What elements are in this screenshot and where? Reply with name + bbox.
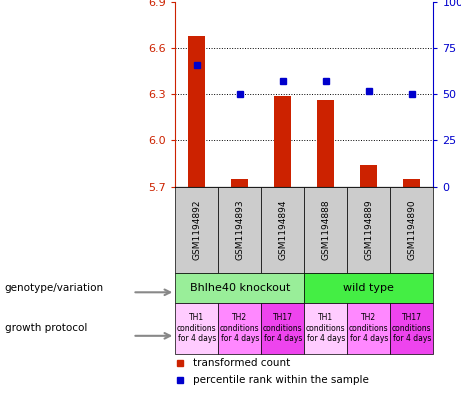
Bar xyxy=(218,187,261,273)
Bar xyxy=(317,101,334,187)
Text: TH17
conditions
for 4 days: TH17 conditions for 4 days xyxy=(392,313,431,343)
Bar xyxy=(261,303,304,354)
Text: TH17
conditions
for 4 days: TH17 conditions for 4 days xyxy=(263,313,302,343)
Text: GSM1194888: GSM1194888 xyxy=(321,200,330,260)
Text: TH1
conditions
for 4 days: TH1 conditions for 4 days xyxy=(177,313,217,343)
Text: growth protocol: growth protocol xyxy=(5,323,87,333)
Bar xyxy=(360,165,378,187)
Text: transformed count: transformed count xyxy=(193,358,290,367)
Text: genotype/variation: genotype/variation xyxy=(5,283,104,293)
Text: GSM1194893: GSM1194893 xyxy=(235,200,244,260)
Bar xyxy=(403,179,420,187)
Bar xyxy=(304,187,347,273)
Text: GSM1194892: GSM1194892 xyxy=(192,200,201,260)
Text: GSM1194890: GSM1194890 xyxy=(408,200,416,260)
Bar xyxy=(347,187,390,273)
Text: GSM1194889: GSM1194889 xyxy=(364,200,373,260)
Bar xyxy=(188,36,205,187)
Text: percentile rank within the sample: percentile rank within the sample xyxy=(193,375,369,385)
Bar xyxy=(274,96,291,187)
Bar xyxy=(347,303,390,354)
Bar xyxy=(218,303,261,354)
Bar xyxy=(304,303,347,354)
Bar xyxy=(390,303,433,354)
Text: TH2
conditions
for 4 days: TH2 conditions for 4 days xyxy=(220,313,260,343)
Text: wild type: wild type xyxy=(343,283,394,293)
Bar xyxy=(175,187,218,273)
Bar xyxy=(231,179,248,187)
Bar xyxy=(390,187,433,273)
Text: TH2
conditions
for 4 days: TH2 conditions for 4 days xyxy=(349,313,389,343)
Text: Bhlhe40 knockout: Bhlhe40 knockout xyxy=(189,283,290,293)
Text: TH1
conditions
for 4 days: TH1 conditions for 4 days xyxy=(306,313,346,343)
Bar xyxy=(261,187,304,273)
Bar xyxy=(304,273,433,303)
Bar xyxy=(175,273,304,303)
Bar xyxy=(175,303,218,354)
Text: GSM1194894: GSM1194894 xyxy=(278,200,287,260)
